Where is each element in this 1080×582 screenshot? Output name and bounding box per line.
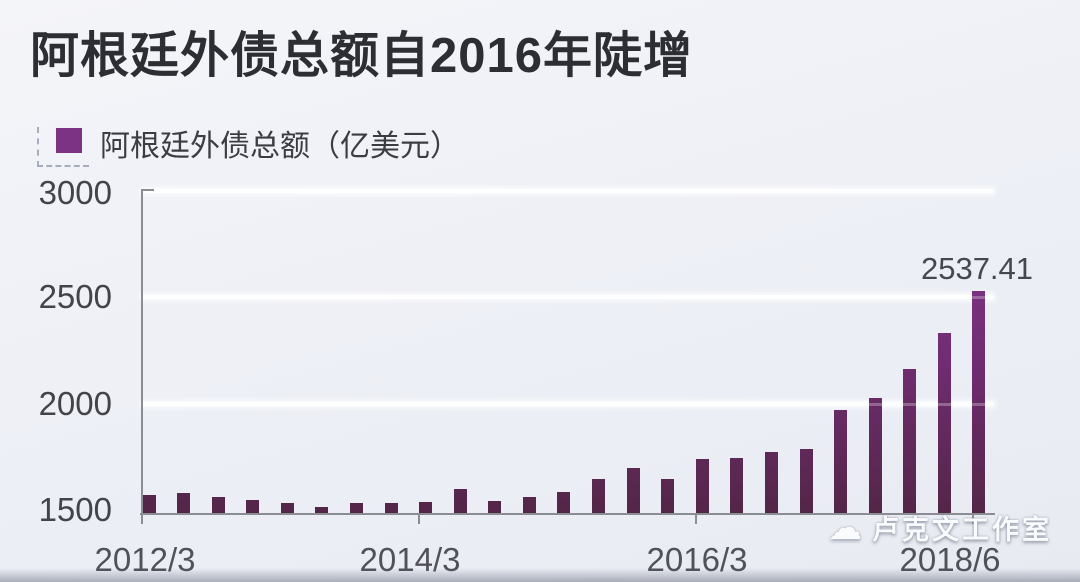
legend-dashed-marks (37, 127, 89, 167)
x-axis-tick (972, 513, 974, 524)
bar (903, 368, 917, 513)
gridline-2000 (142, 402, 993, 406)
watermark: ☁ 卢克文工作室 (828, 508, 1052, 547)
bar (142, 495, 156, 513)
bar (280, 503, 294, 513)
bar (592, 478, 606, 513)
last-bar-value-label: 2537.41 (920, 251, 1034, 286)
x-axis-tick-label: 2016/3 (646, 541, 748, 578)
legend-swatch-icon (56, 128, 82, 153)
legend-label: 阿根廷外债总额（亿美元） (100, 130, 460, 163)
bar (868, 397, 882, 513)
x-axis-line (140, 513, 995, 515)
gridline-overlay (142, 403, 993, 406)
bar (730, 457, 744, 513)
bar (522, 496, 536, 513)
gridline-overlay (142, 190, 993, 193)
gridline-overlay (142, 296, 993, 299)
bar (315, 506, 329, 513)
x-axis-tick-label: 2012/3 (94, 541, 196, 578)
watermark-text: 卢克文工作室 (872, 515, 1052, 545)
bar (246, 500, 260, 513)
y-axis-tick-label: 2500 (38, 278, 112, 315)
bar (764, 451, 778, 513)
bar (211, 497, 225, 513)
bar (488, 500, 502, 513)
cloud-logo-icon: ☁ (828, 508, 862, 547)
gridline-3000 (142, 189, 993, 193)
y-axis-tick-label: 3000 (38, 174, 112, 211)
y-axis-line (141, 190, 143, 524)
x-axis-tick-label: 2018/6 (899, 541, 1001, 578)
bar (972, 290, 986, 513)
bar (799, 448, 813, 513)
chart-title: 阿根廷外债总额自2016年陡增 (30, 29, 694, 83)
bar (695, 459, 709, 513)
x-axis-tick (695, 513, 697, 524)
x-axis-tick (418, 513, 420, 524)
bar (626, 468, 640, 513)
gridline-2500 (142, 295, 993, 299)
bar (834, 409, 848, 513)
y-axis-top-tick (141, 189, 154, 191)
bar (419, 501, 433, 513)
bar (453, 489, 467, 513)
x-axis-tick-label: 2014/3 (359, 541, 461, 578)
bar (349, 503, 363, 513)
y-axis-tick-label: 2000 (38, 385, 112, 422)
bar (384, 502, 398, 513)
bar (937, 332, 951, 513)
bar (557, 492, 571, 513)
y-axis-tick-label: 1500 (38, 491, 112, 528)
bar (177, 493, 191, 513)
bar (661, 478, 675, 513)
